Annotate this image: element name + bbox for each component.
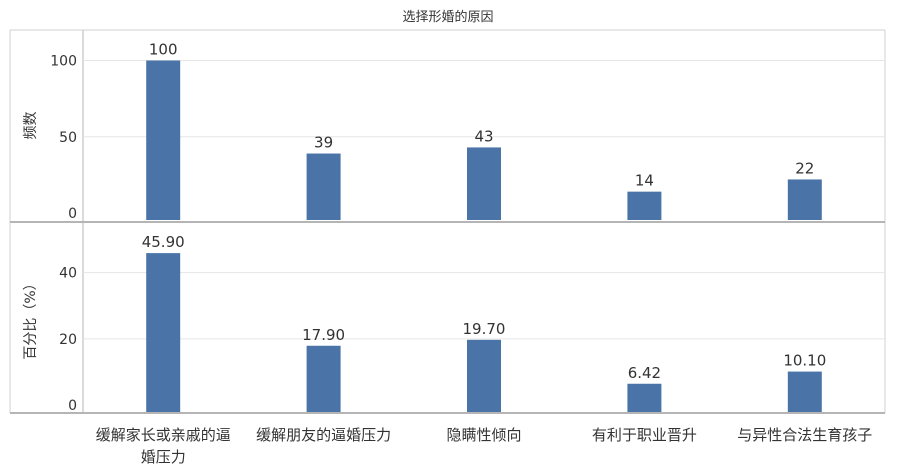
y-axis-label: 百分比（%） xyxy=(23,276,39,359)
data-label: 45.90 xyxy=(142,233,185,251)
bar xyxy=(306,153,341,220)
data-label: 19.70 xyxy=(463,320,506,338)
panel-2: 0 20 40 百分比（%） 45.90 17.90 19.70 6.42 10.10 xyxy=(23,233,885,414)
x-category-label: 隐瞒性倾向 xyxy=(446,426,521,444)
bar xyxy=(787,179,822,220)
data-label: 22 xyxy=(795,159,814,177)
bar xyxy=(467,339,501,412)
data-label: 43 xyxy=(474,127,493,145)
data-label: 10.10 xyxy=(783,352,826,370)
bar xyxy=(306,345,341,412)
x-category-label: 与异性合法生育孩子 xyxy=(737,426,872,444)
data-label: 14 xyxy=(635,172,654,190)
data-label: 100 xyxy=(149,41,178,59)
y-tick-label: 20 xyxy=(59,332,77,348)
bar xyxy=(627,191,662,220)
data-label: 6.42 xyxy=(628,364,661,382)
bar xyxy=(787,371,822,412)
y-tick-label: 100 xyxy=(50,54,77,70)
bar xyxy=(627,383,662,412)
chart-panels: 0 50 100 频数 100 39 43 14 22 0 20 40 百分比（%） 45.90 17.90… xyxy=(23,41,885,414)
y-tick-label: 40 xyxy=(59,266,77,282)
x-category-label: 缓解朋友的逼婚压力 xyxy=(256,426,391,444)
plot-frame xyxy=(9,29,886,414)
bar xyxy=(146,60,181,220)
x-category-label: 缓解家长或亲戚的逼 xyxy=(96,426,231,444)
y-tick-label: 0 xyxy=(68,206,77,222)
data-label: 39 xyxy=(314,134,333,152)
x-category-label: 有利于职业晋升 xyxy=(592,426,697,444)
y-axis-label: 频数 xyxy=(23,112,39,140)
y-tick-label: 50 xyxy=(59,130,77,146)
bar xyxy=(467,147,501,220)
y-tick-label: 0 xyxy=(68,398,77,414)
bar xyxy=(146,253,181,412)
data-label: 17.90 xyxy=(302,326,345,344)
x-category-label: 婚压力 xyxy=(141,448,186,466)
panel-1: 0 50 100 频数 100 39 43 14 22 xyxy=(23,41,885,222)
chart-title: 选择形婚的原因 xyxy=(402,9,493,25)
